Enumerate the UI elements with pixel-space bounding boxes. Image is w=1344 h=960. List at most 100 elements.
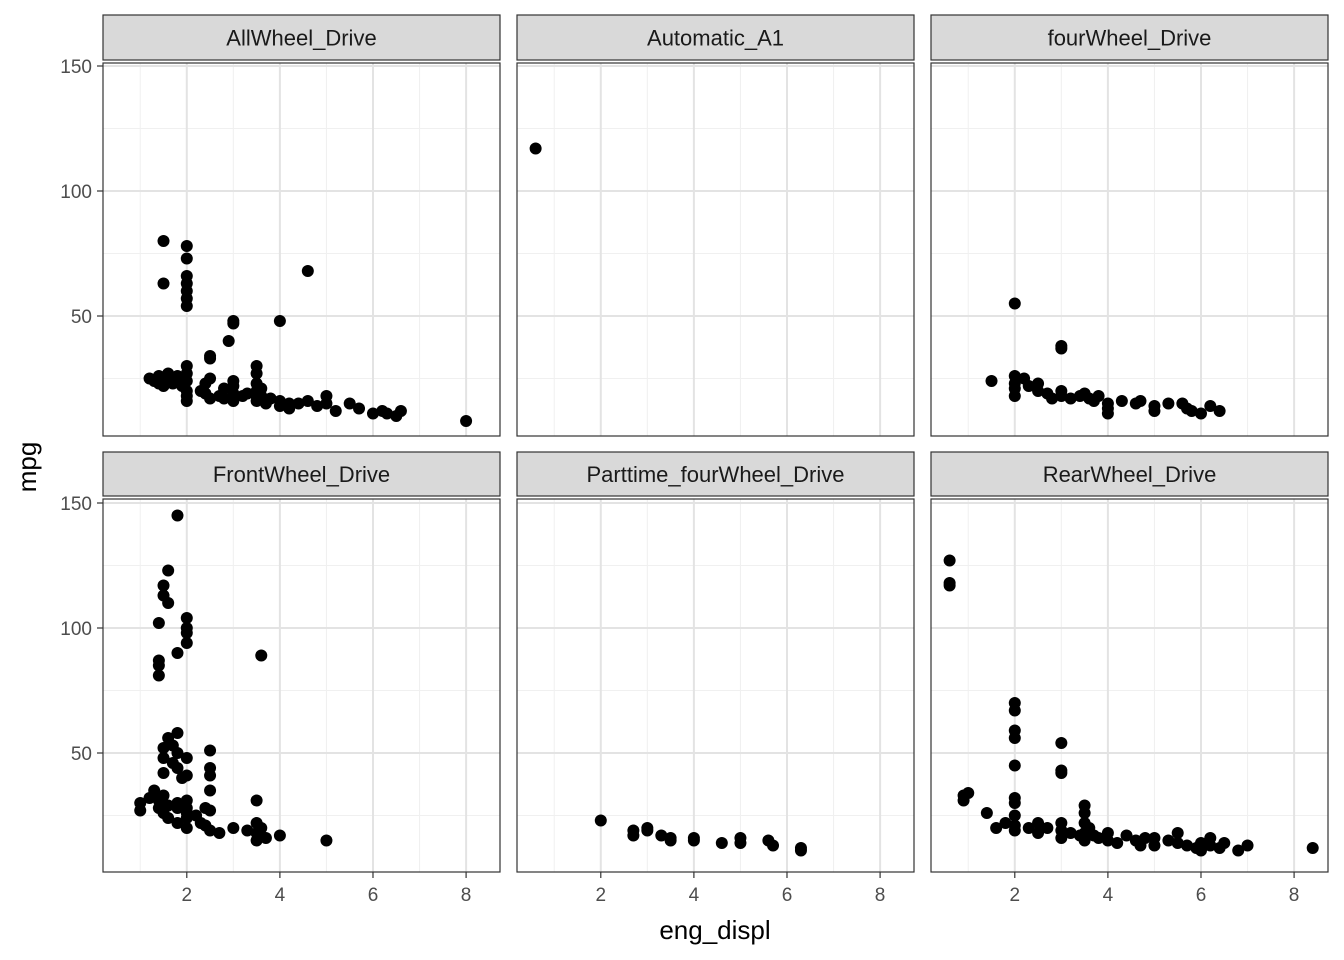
- x-tick-label: 6: [1196, 885, 1207, 906]
- data-point: [204, 784, 217, 797]
- facet-strip-label: Automatic_A1: [647, 26, 784, 51]
- data-point: [171, 762, 184, 774]
- data-point: [241, 824, 254, 837]
- data-point: [157, 767, 170, 779]
- data-point: [1194, 407, 1207, 420]
- data-point: [1148, 405, 1161, 417]
- data-point: [204, 392, 217, 405]
- facet-strip-label: AllWheel_Drive: [226, 26, 376, 51]
- data-point: [204, 769, 217, 782]
- data-point: [985, 375, 998, 387]
- data-point: [162, 799, 175, 812]
- data-point: [162, 812, 175, 824]
- x-tick-label: 4: [275, 885, 286, 906]
- facet-panel: Parttime_fourWheel_Drive: [516, 451, 915, 873]
- data-point: [353, 402, 366, 415]
- data-point: [204, 744, 217, 757]
- data-point: [1092, 390, 1105, 402]
- data-point: [227, 822, 240, 834]
- data-point: [222, 335, 235, 347]
- facet-panel: Automatic_A1: [516, 14, 915, 437]
- y-axis-title: mpg: [12, 442, 42, 493]
- data-point: [1032, 817, 1045, 829]
- data-point: [1241, 839, 1254, 852]
- data-point: [1055, 832, 1068, 844]
- data-point: [1055, 737, 1068, 749]
- data-point: [180, 627, 193, 639]
- data-point: [1008, 704, 1021, 717]
- data-point: [1162, 397, 1175, 410]
- x-axis-title: eng_displ: [659, 915, 770, 945]
- data-point: [1008, 809, 1021, 822]
- data-point: [655, 829, 668, 842]
- data-point: [1022, 822, 1035, 834]
- data-point: [171, 370, 184, 382]
- data-point: [1064, 827, 1077, 839]
- data-point: [627, 829, 640, 842]
- data-point: [1055, 767, 1068, 779]
- data-point: [1134, 395, 1147, 407]
- data-point: [1055, 342, 1068, 355]
- data-point: [264, 392, 277, 405]
- data-point: [343, 397, 356, 410]
- data-point: [1008, 390, 1021, 402]
- facet-panel: FrontWheel_Drive: [102, 451, 501, 873]
- data-point: [1218, 837, 1231, 849]
- data-point: [366, 407, 379, 420]
- data-point: [180, 822, 193, 834]
- data-point: [1008, 732, 1021, 744]
- data-point: [1111, 837, 1124, 849]
- panel-border: [516, 498, 915, 873]
- data-point: [999, 817, 1012, 829]
- x-tick-label: 8: [1289, 885, 1300, 906]
- data-point: [1148, 839, 1161, 852]
- facet-strip-label: FrontWheel_Drive: [213, 462, 390, 487]
- panel-border: [516, 62, 915, 437]
- data-point: [1008, 824, 1021, 837]
- data-point: [180, 794, 193, 807]
- data-point: [1120, 829, 1133, 842]
- data-point: [157, 579, 170, 592]
- panel-border: [930, 62, 1329, 437]
- data-point: [180, 612, 193, 624]
- data-point: [767, 839, 780, 852]
- data-point: [134, 804, 147, 817]
- facet-strip: [102, 14, 501, 61]
- data-point: [1181, 839, 1194, 852]
- data-point: [1194, 844, 1207, 857]
- data-point: [715, 837, 728, 849]
- data-point: [204, 372, 217, 385]
- x-tick-label: 4: [1103, 885, 1114, 906]
- data-point: [180, 637, 193, 649]
- data-point: [980, 807, 993, 819]
- data-point: [1139, 832, 1152, 844]
- x-tick-label: 2: [182, 885, 193, 906]
- data-point: [1204, 400, 1217, 412]
- data-point: [1032, 827, 1045, 839]
- data-point: [1032, 385, 1045, 397]
- data-point: [794, 842, 807, 854]
- data-point: [148, 784, 161, 797]
- data-point: [180, 300, 193, 312]
- data-point: [1092, 832, 1105, 844]
- data-point: [1078, 807, 1091, 819]
- panel-plot-area: [103, 499, 500, 872]
- data-point: [157, 235, 170, 247]
- panel-background: [517, 63, 914, 436]
- data-point: [171, 747, 184, 759]
- panel-plot-area: [931, 499, 1328, 872]
- data-point: [204, 804, 217, 817]
- x-tick-label: 6: [782, 885, 793, 906]
- data-point: [1115, 395, 1128, 407]
- data-point: [943, 579, 956, 592]
- x-tick-label: 6: [368, 885, 379, 906]
- data-point: [152, 659, 165, 672]
- data-point: [162, 597, 175, 609]
- data-point: [1101, 407, 1114, 420]
- data-point: [292, 397, 305, 410]
- panel-plot-area: [931, 63, 1328, 436]
- data-point: [180, 752, 193, 764]
- data-point: [380, 407, 393, 420]
- data-point: [259, 832, 272, 844]
